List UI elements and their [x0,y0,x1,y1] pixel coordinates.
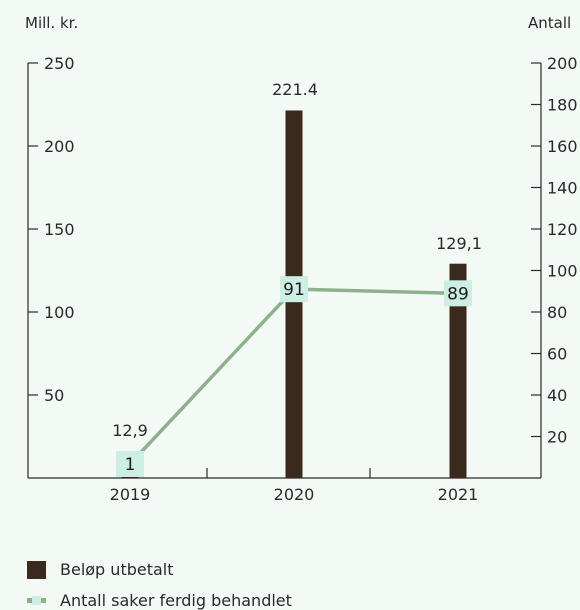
bar-value-label: 221.4 [272,80,318,99]
line-point-label: 91 [283,280,305,300]
right-axis-tick-label: 180 [547,96,578,115]
left-axis-tick-label: 100 [44,303,75,322]
right-axis-tick-label: 80 [547,303,567,322]
right-axis-tick-label: 100 [547,262,578,281]
line-point-marker [116,451,144,477]
legend-line-label: Antall saker ferdig behandlet [60,591,292,610]
line-point-label: 1 [125,455,136,475]
bar-value-label: 129,1 [436,234,482,253]
right-axis-tick-label: 20 [547,428,567,447]
x-axis-category-label: 2021 [438,485,479,504]
right-axis-tick-label: 140 [547,179,578,198]
legend-bar-label: Beløp utbetalt [60,560,174,579]
left-axis-tick-label: 50 [44,386,64,405]
x-axis-category-label: 2019 [110,485,151,504]
bar-value-label: 12,9 [112,421,148,440]
line-point-marker [444,280,472,307]
bar [449,263,467,478]
left-axis-tick-label: 150 [44,220,75,239]
right-axis-tick-label: 40 [547,386,567,405]
line-point-marker [280,276,308,303]
legend-bar-swatch [27,561,46,579]
left-axis-tick-label: 200 [44,137,75,156]
right-axis-tick-label: 200 [547,54,578,73]
right-axis-tick-label: 60 [547,345,567,364]
left-axis-tick-label: 250 [44,54,75,73]
x-axis-category-label: 2020 [274,485,315,504]
legend-line-marker [32,596,41,605]
right-axis-tick-label: 120 [547,220,578,239]
line-point-label: 89 [447,284,469,304]
right-axis-unit-label: Antall [528,14,571,32]
right-axis-tick-label: 160 [547,137,578,156]
left-axis-unit-label: Mill. kr. [25,14,78,32]
